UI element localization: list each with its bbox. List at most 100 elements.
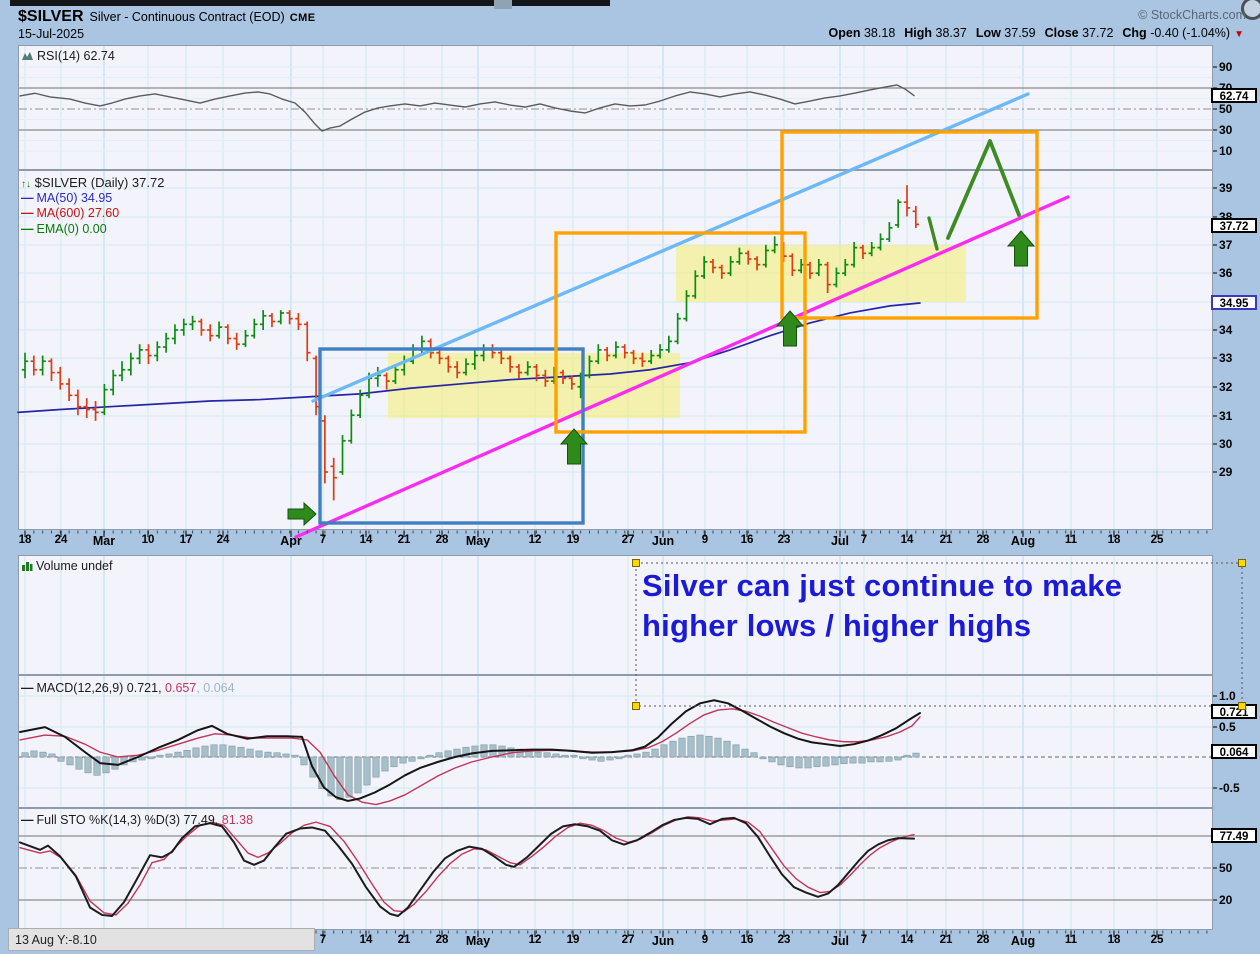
high-value: 38.37 — [935, 26, 967, 40]
price-axis-label: 33 — [1219, 351, 1233, 365]
ema-legend-label: EMA(0) 0.00 — [36, 221, 107, 236]
price-axis-label: 32 — [1219, 380, 1233, 394]
axis-value-tag: 62.74 — [1211, 88, 1257, 103]
axis-value-tag: 0.721 — [1211, 704, 1257, 719]
annotation-resize-handle[interactable] — [632, 559, 640, 567]
ma50-legend-label: MA(50) 34.95 — [36, 190, 113, 205]
help-circle-icon[interactable] — [1241, 0, 1260, 20]
volume-legend: Volume undef — [21, 559, 112, 573]
x-axis-month-label: Mar — [92, 534, 116, 548]
sto-legend-label: Full STO %K(14,3) %D(3) 77.49, — [36, 813, 219, 827]
macd-axis-label: -0.5 — [1219, 781, 1240, 795]
ma50-swatch-icon: — — [21, 190, 34, 205]
sto-line-icon: — — [21, 813, 34, 827]
top-border-strip — [10, 0, 610, 9]
annotation-resize-handle[interactable] — [1238, 559, 1246, 567]
rsi-legend-label: RSI(14) 62.74 — [37, 49, 115, 63]
axis-value-tag: 34.95 — [1211, 295, 1257, 310]
annotation-text-line2[interactable]: higher lows / higher highs — [642, 608, 1032, 643]
chg-down-triangle-icon: ▼ — [1234, 29, 1244, 40]
x-axis-week-label: 7 — [319, 934, 327, 946]
macd-legend-label: MACD(12,26,9) 0.721, — [36, 681, 162, 695]
x-axis-week-label: 14 — [900, 534, 914, 546]
chg-label: Chg — [1122, 26, 1147, 40]
x-axis-week-label: 7 — [860, 934, 868, 946]
ohlc-quote-line: Open 38.18 High 38.37 Low 37.59 Close 37.72… — [820, 26, 1244, 40]
rsi-legend: RSI(14) 62.74 — [21, 49, 115, 63]
x-axis-week-label: 27 — [621, 934, 635, 946]
annotation-resize-handle[interactable] — [632, 702, 640, 710]
x-axis-week-label: 14 — [359, 934, 373, 946]
x-axis-week-label: 23 — [777, 934, 791, 946]
x-axis-week-label: 28 — [976, 934, 990, 946]
sto-axis-label: 50 — [1219, 861, 1233, 875]
x-axis-week-label: 10 — [141, 534, 155, 546]
x-axis-month-label: Aug — [1010, 534, 1036, 548]
x-axis-week-label: 21 — [397, 534, 411, 546]
x-axis-week-label: 11 — [1064, 934, 1078, 946]
price-axis-label: 31 — [1219, 409, 1233, 423]
rsi-panel[interactable] — [18, 45, 1213, 170]
x-axis-week-label: 9 — [701, 534, 709, 546]
price-axis-label: 36 — [1219, 266, 1233, 280]
x-axis-week-label: 7 — [860, 534, 868, 546]
x-axis-week-label: 23 — [777, 534, 791, 546]
ema-swatch-icon: — — [21, 221, 34, 236]
x-axis-week-label: 12 — [528, 534, 542, 546]
x-axis-week-label: 24 — [216, 534, 230, 546]
high-label: High — [904, 26, 933, 40]
price-axis-label: 37 — [1219, 238, 1233, 252]
volume-legend-label: Volume undef — [36, 559, 113, 573]
symbol-label: $SILVER — [18, 8, 84, 25]
close-label: Close — [1044, 26, 1079, 40]
x-axis-week-label: 18 — [1107, 934, 1121, 946]
sto-legend: — Full STO %K(14,3) %D(3) 77.49, 81.38 — [21, 813, 253, 827]
macd-legend: — MACD(12,26,9) 0.721, 0.657, 0.064 — [21, 681, 235, 695]
copyright-label: © StockCharts.com — [1138, 8, 1246, 22]
price-axis-label: 29 — [1219, 465, 1233, 479]
x-axis-week-label: 7 — [319, 534, 327, 546]
x-axis-week-label: 21 — [939, 534, 953, 546]
x-axis-week-label: 19 — [566, 534, 580, 546]
x-axis-week-label: 25 — [1150, 534, 1164, 546]
rsi-axis-label: 90 — [1219, 60, 1233, 74]
sto-d-value: 81.38 — [218, 813, 254, 827]
ma600-swatch-icon: — — [21, 206, 34, 220]
chg-value: -0.40 (-1.04%) — [1150, 26, 1231, 40]
x-axis-month-label: Jun — [651, 934, 675, 948]
x-axis-week-label: 25 — [1150, 934, 1164, 946]
symbol-name: Silver - Continuous Contract (EOD) — [89, 10, 285, 24]
macd-axis-label: 0.5 — [1219, 720, 1236, 734]
low-label: Low — [975, 26, 1001, 40]
open-value: 38.18 — [863, 26, 896, 40]
price-panel[interactable] — [18, 170, 1213, 530]
macd-hist-value: , 0.064 — [196, 681, 235, 695]
x-axis-week-label: 18 — [18, 534, 32, 546]
sto-axis-label: 20 — [1219, 893, 1233, 907]
x-axis-month-label: Jun — [651, 534, 675, 548]
low-value: 37.59 — [1004, 26, 1036, 40]
x-axis-week-label: 19 — [566, 934, 580, 946]
annotation-resize-handle[interactable] — [1238, 702, 1246, 710]
price-legend: ↑↓ $SILVER (Daily) 37.72 — MA(50) 34.95 —… — [21, 175, 164, 237]
close-value: 37.72 — [1082, 26, 1114, 40]
macd-axis-label: 1.0 — [1219, 689, 1236, 703]
price-axis-label: 30 — [1219, 437, 1233, 451]
x-axis-week-label: 28 — [435, 934, 449, 946]
chart-date: 15-Jul-2025 — [18, 27, 85, 41]
annotation-text-line1[interactable]: Silver can just continue to make — [642, 568, 1123, 603]
x-axis-week-label: 12 — [528, 934, 542, 946]
axis-value-tag: 37.72 — [1211, 218, 1257, 233]
x-axis-month-label: Apr — [280, 534, 302, 548]
x-axis-week-label: 17 — [179, 534, 193, 546]
price-legend-title: $SILVER (Daily) 37.72 — [34, 175, 165, 190]
x-axis-week-label: 11 — [1064, 534, 1078, 546]
x-axis-week-label: 9 — [701, 934, 709, 946]
price-axis-label: 39 — [1219, 181, 1233, 195]
ma600-legend-label: MA(600) 27.60 — [36, 206, 120, 220]
rsi-axis-label: 30 — [1219, 123, 1233, 137]
exchange-label: CME — [289, 12, 316, 24]
x-axis-month-label: Aug — [1010, 934, 1036, 948]
rsi-axis-label: 10 — [1219, 144, 1233, 158]
